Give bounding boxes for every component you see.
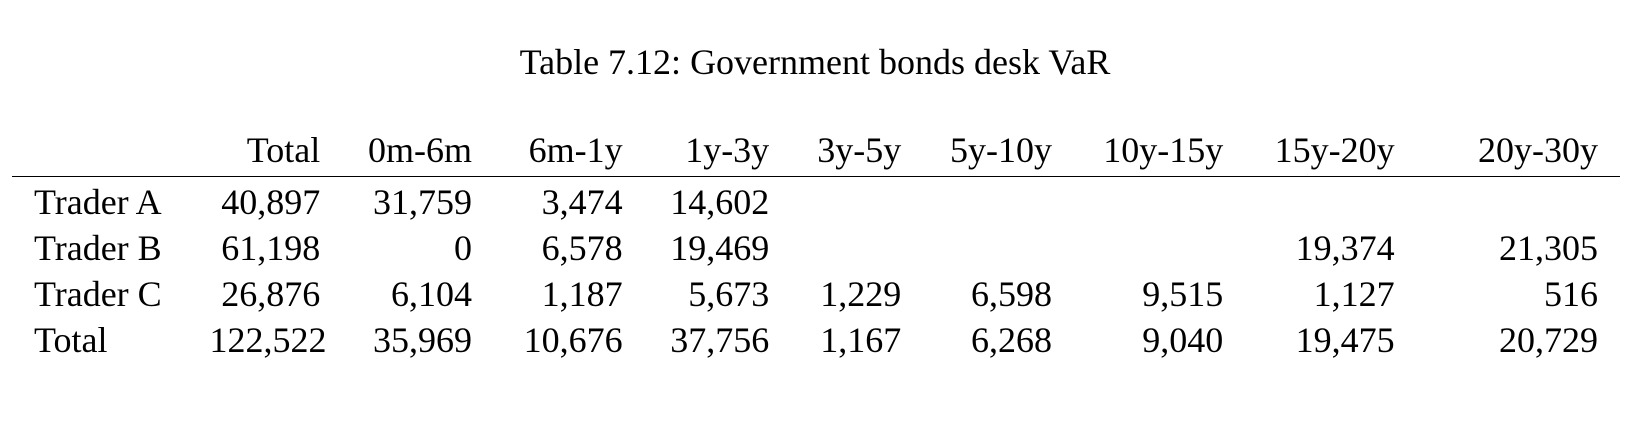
table-cell: 19,374 [1295, 228, 1395, 268]
column-header: 5y-10y [949, 130, 1052, 170]
table-row: Trader A 40,897 31,759 3,474 14,602 [12, 177, 1620, 226]
table-cell: 6,578 [541, 228, 623, 268]
column-header: Total [246, 130, 321, 170]
table-cell: 9,515 [1142, 274, 1224, 314]
table-cell [791, 177, 923, 226]
column-header: 15y-20y [1274, 130, 1395, 170]
table-cell: 14,602 [670, 182, 770, 222]
table-cell: 122,522 [209, 320, 327, 360]
table-cell: 1,187 [541, 274, 623, 314]
header-row: Total 0m-6m 6m-1y 1y-3y 3y-5y 5y-10y 10y… [12, 124, 1620, 177]
table-cell: 6,598 [970, 274, 1052, 314]
table-cell: 31,759 [372, 182, 472, 222]
table-cell: 19,469 [670, 228, 770, 268]
table-cell: 0 [453, 228, 472, 268]
table-cell [923, 225, 1074, 271]
column-header: 3y-5y [817, 130, 902, 170]
var-table: Total 0m-6m 6m-1y 1y-3y 3y-5y 5y-10y 10y… [12, 124, 1620, 363]
table-cell: 1,127 [1313, 274, 1395, 314]
table-cell: 516 [1544, 274, 1598, 314]
column-header: 10y-15y [1103, 130, 1224, 170]
table-cell: 21,305 [1499, 228, 1598, 268]
row-label: Total [34, 320, 108, 360]
table-row: Total 122,522 35,969 10,676 37,756 1,167… [12, 317, 1620, 363]
row-label: Trader B [34, 228, 162, 268]
table-cell: 3,474 [541, 182, 623, 222]
table-cell: 20,729 [1499, 320, 1598, 360]
table-cell [1245, 177, 1416, 226]
column-header [12, 124, 187, 177]
table-cell: 1,229 [820, 274, 902, 314]
table-row: Trader C 26,876 6,104 1,187 5,673 1,229 … [12, 271, 1620, 317]
table-cell: 37,756 [670, 320, 770, 360]
table-cell: 40,897 [221, 182, 321, 222]
table-cell [1074, 225, 1245, 271]
row-label: Trader A [34, 182, 162, 222]
table-cell: 6,104 [390, 274, 472, 314]
column-header: 20y-30y [1478, 130, 1598, 170]
table-row: Trader B 61,198 0 6,578 19,469 19,374 21… [12, 225, 1620, 271]
row-label: Trader C [34, 274, 162, 314]
table-cell: 26,876 [221, 274, 321, 314]
var-table-container: Total 0m-6m 6m-1y 1y-3y 3y-5y 5y-10y 10y… [12, 124, 1620, 363]
column-header: 0m-6m [367, 130, 472, 170]
table-cell: 6,268 [970, 320, 1052, 360]
table-cell: 1,167 [820, 320, 902, 360]
table-cell: 19,475 [1295, 320, 1395, 360]
table-cell: 35,969 [372, 320, 472, 360]
table-cell: 5,673 [688, 274, 770, 314]
table-caption: Table 7.12: Government bonds desk VaR [519, 42, 1111, 82]
table-cell: 9,040 [1142, 320, 1224, 360]
table-cell [923, 177, 1074, 226]
column-header: 6m-1y [528, 130, 623, 170]
column-header: 1y-3y [685, 130, 770, 170]
table-cell [1074, 177, 1245, 226]
table-cell [791, 225, 923, 271]
table-cell: 10,676 [523, 320, 623, 360]
table-cell [1417, 177, 1620, 226]
table-cell: 61,198 [221, 228, 321, 268]
